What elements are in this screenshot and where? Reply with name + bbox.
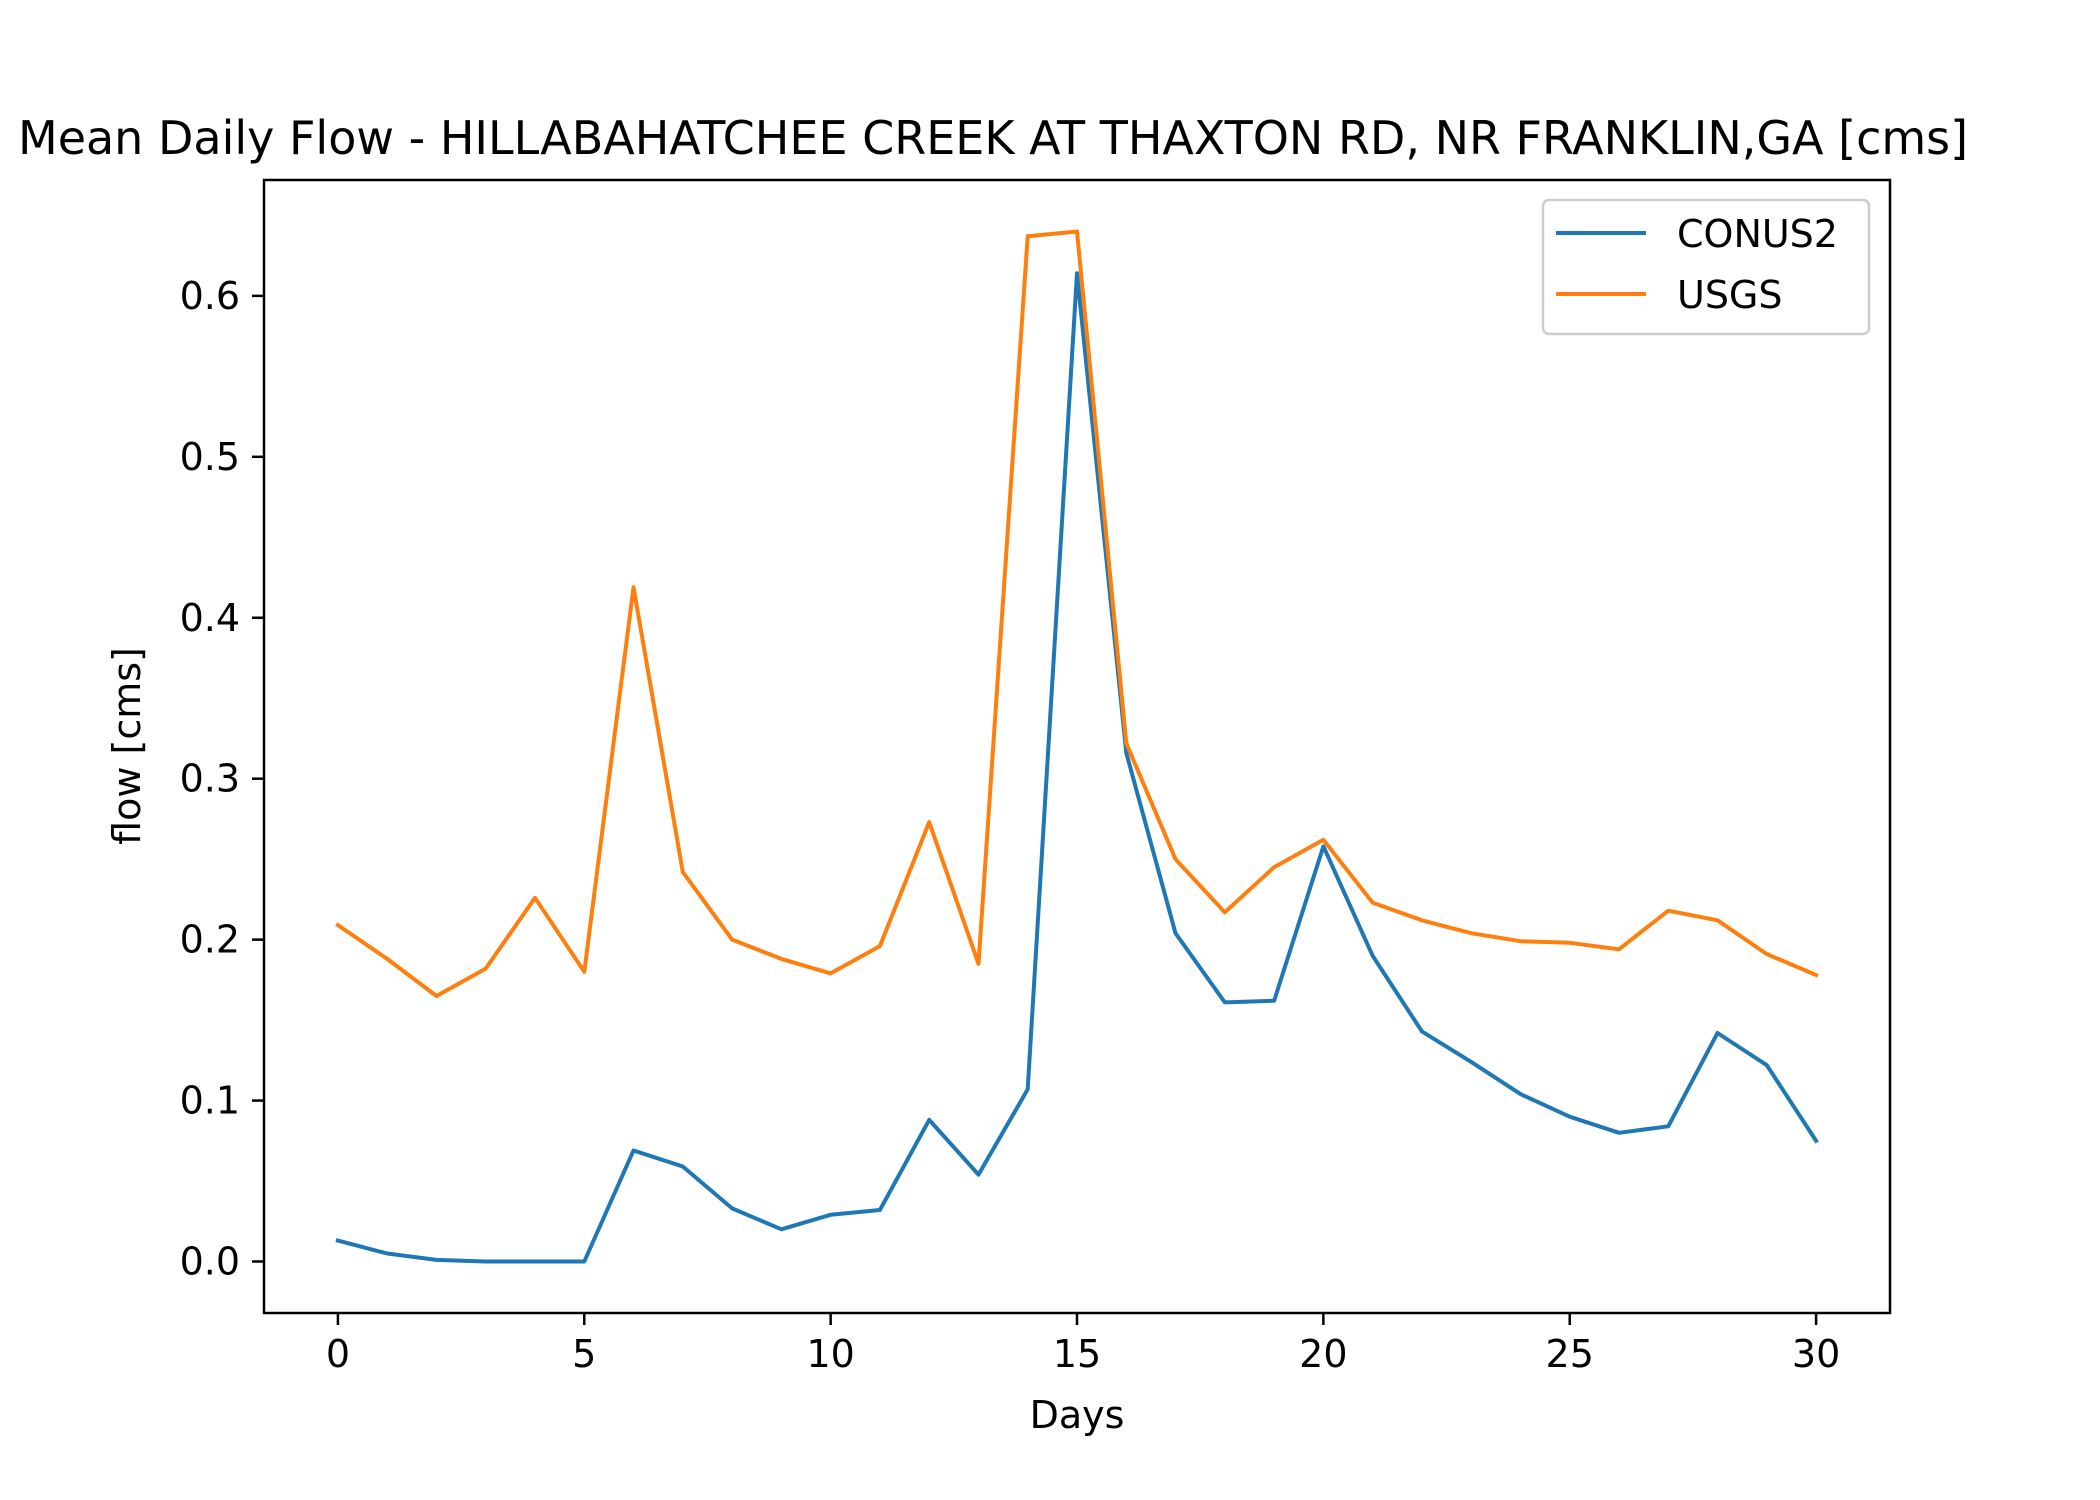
y-tick-label: 0.6 xyxy=(180,274,240,318)
y-axis-ticks: 0.0 0.1 0.2 0.3 0.4 0.5 0.6 xyxy=(180,274,264,1284)
y-tick-label: 0.5 xyxy=(180,435,240,479)
y-tick-label: 0.0 xyxy=(180,1240,240,1284)
y-tick-label: 0.4 xyxy=(180,596,240,640)
y-tick-label: 0.2 xyxy=(180,918,240,962)
legend-label-conus2: CONUS2 xyxy=(1677,212,1838,256)
chart-title: Mean Daily Flow - HILLABAHATCHEE CREEK A… xyxy=(18,111,1968,165)
y-tick-label: 0.1 xyxy=(180,1079,240,1123)
x-tick-label: 15 xyxy=(1053,1332,1101,1376)
x-tick-label: 10 xyxy=(806,1332,854,1376)
plot-area-frame xyxy=(262,178,1892,1315)
legend-label-usgs: USGS xyxy=(1677,273,1783,317)
x-axis-ticks: 0 5 10 15 20 25 30 xyxy=(326,1313,1840,1376)
y-axis-label: flow [cms] xyxy=(105,647,149,845)
x-tick-label: 20 xyxy=(1299,1332,1347,1376)
x-tick-label: 25 xyxy=(1546,1332,1594,1376)
series-line-conus2 xyxy=(335,271,1819,1264)
y-tick-label: 0.3 xyxy=(180,757,240,801)
x-tick-label: 30 xyxy=(1792,1332,1840,1376)
x-axis-label: Days xyxy=(1030,1393,1125,1437)
x-tick-label: 0 xyxy=(326,1332,350,1376)
plot-lines xyxy=(335,229,1819,1264)
legend: CONUS2 USGS xyxy=(1541,198,1871,336)
series-line-usgs xyxy=(335,229,1819,998)
x-tick-label: 5 xyxy=(572,1332,596,1376)
